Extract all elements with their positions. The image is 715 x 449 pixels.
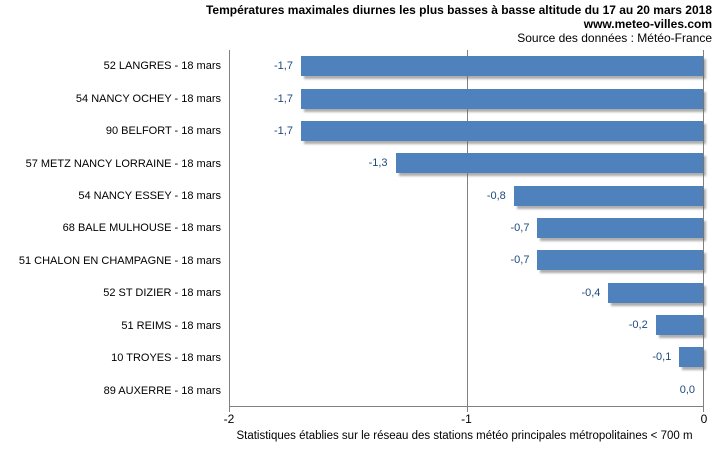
value-label: -0,4: [581, 286, 601, 299]
value-label: -1,3: [368, 157, 388, 170]
bar-row: -1,3: [230, 147, 703, 179]
bar-row: -0,8: [230, 179, 703, 211]
bar: [537, 217, 703, 238]
category-label: 89 AUXERRE - 18 mars: [103, 384, 221, 397]
bar-row: -0,7: [230, 212, 703, 244]
x-axis: -2 -1 0: [224, 412, 708, 426]
bar-row: 0,0: [230, 374, 703, 406]
value-label: 0,0: [679, 383, 695, 396]
bar-row: -1,7: [230, 115, 703, 147]
value-label: -1,7: [273, 60, 293, 73]
category-label: 54 NANCY ESSEY - 18 mars: [78, 190, 221, 203]
bar: [655, 315, 703, 336]
chart-title: Températures maximales diurnes les plus …: [205, 3, 712, 17]
bar: [300, 120, 703, 141]
bar-row: -0,4: [230, 277, 703, 309]
value-label: -1,7: [273, 124, 293, 137]
x-tickmark: [466, 407, 468, 412]
bar: [608, 282, 703, 303]
category-label: 51 CHALON EN CHAMPAGNE - 18 mars: [18, 254, 221, 267]
footnote: Statistiques établies sur le réseau des …: [236, 430, 693, 442]
category-label: 52 ST DIZIER - 18 mars: [103, 287, 221, 300]
bar: [679, 347, 703, 368]
website-label: www.meteo-villes.com: [583, 17, 712, 31]
chart-header: Températures maximales diurnes les plus …: [120, 3, 712, 45]
category-label: 52 LANGRES - 18 mars: [103, 60, 221, 73]
value-label: -0,8: [486, 189, 506, 202]
value-label: -0,7: [510, 221, 530, 234]
bar: [537, 250, 703, 271]
bar: [300, 56, 703, 77]
category-column: 52 LANGRES - 18 mars 54 NANCY OCHEY - 18 …: [0, 50, 221, 407]
data-source-label: Source des données : Météo-France: [517, 31, 712, 45]
category-label: 68 BALE MULHOUSE - 18 mars: [62, 222, 221, 235]
category-label: 10 TROYES - 18 mars: [111, 352, 221, 365]
bar-row: -1,7: [230, 82, 703, 114]
x-axis-tickmarks: [229, 407, 704, 412]
x-tick-label: -1: [461, 412, 472, 426]
category-label: 90 BELFORT - 18 mars: [105, 125, 221, 138]
bar-row: -1,7: [230, 50, 703, 82]
bar-row: -0,1: [230, 341, 703, 373]
gridline-minus-1: [466, 50, 468, 406]
plot-area: -1,7 -1,7 -1,7 -1,3 -0,8 -0,7 -0,7 -0,4 -0,2 -0,1…: [229, 50, 704, 407]
bar-row: -0,7: [230, 244, 703, 276]
x-tickmark: [229, 407, 230, 412]
value-label: -0,7: [510, 254, 530, 267]
value-label: -0,1: [652, 351, 672, 364]
category-label: 51 REIMS - 18 mars: [121, 319, 221, 332]
value-label: -0,2: [628, 319, 648, 332]
x-tickmark: [703, 407, 704, 412]
x-tick-label: -2: [223, 412, 235, 426]
bar-row: -0,2: [230, 309, 703, 341]
value-label: -1,7: [273, 92, 293, 105]
category-label: 57 METZ NANCY LORRAINE - 18 mars: [25, 157, 221, 170]
bar: [300, 88, 703, 109]
bar: [395, 153, 703, 174]
bar: [513, 185, 703, 206]
category-label: 54 NANCY OCHEY - 18 mars: [75, 92, 221, 105]
plot-rows: -1,7 -1,7 -1,7 -1,3 -0,8 -0,7 -0,7 -0,4 -0,2 -0,1…: [230, 50, 703, 406]
x-tick-label: 0: [700, 412, 708, 426]
